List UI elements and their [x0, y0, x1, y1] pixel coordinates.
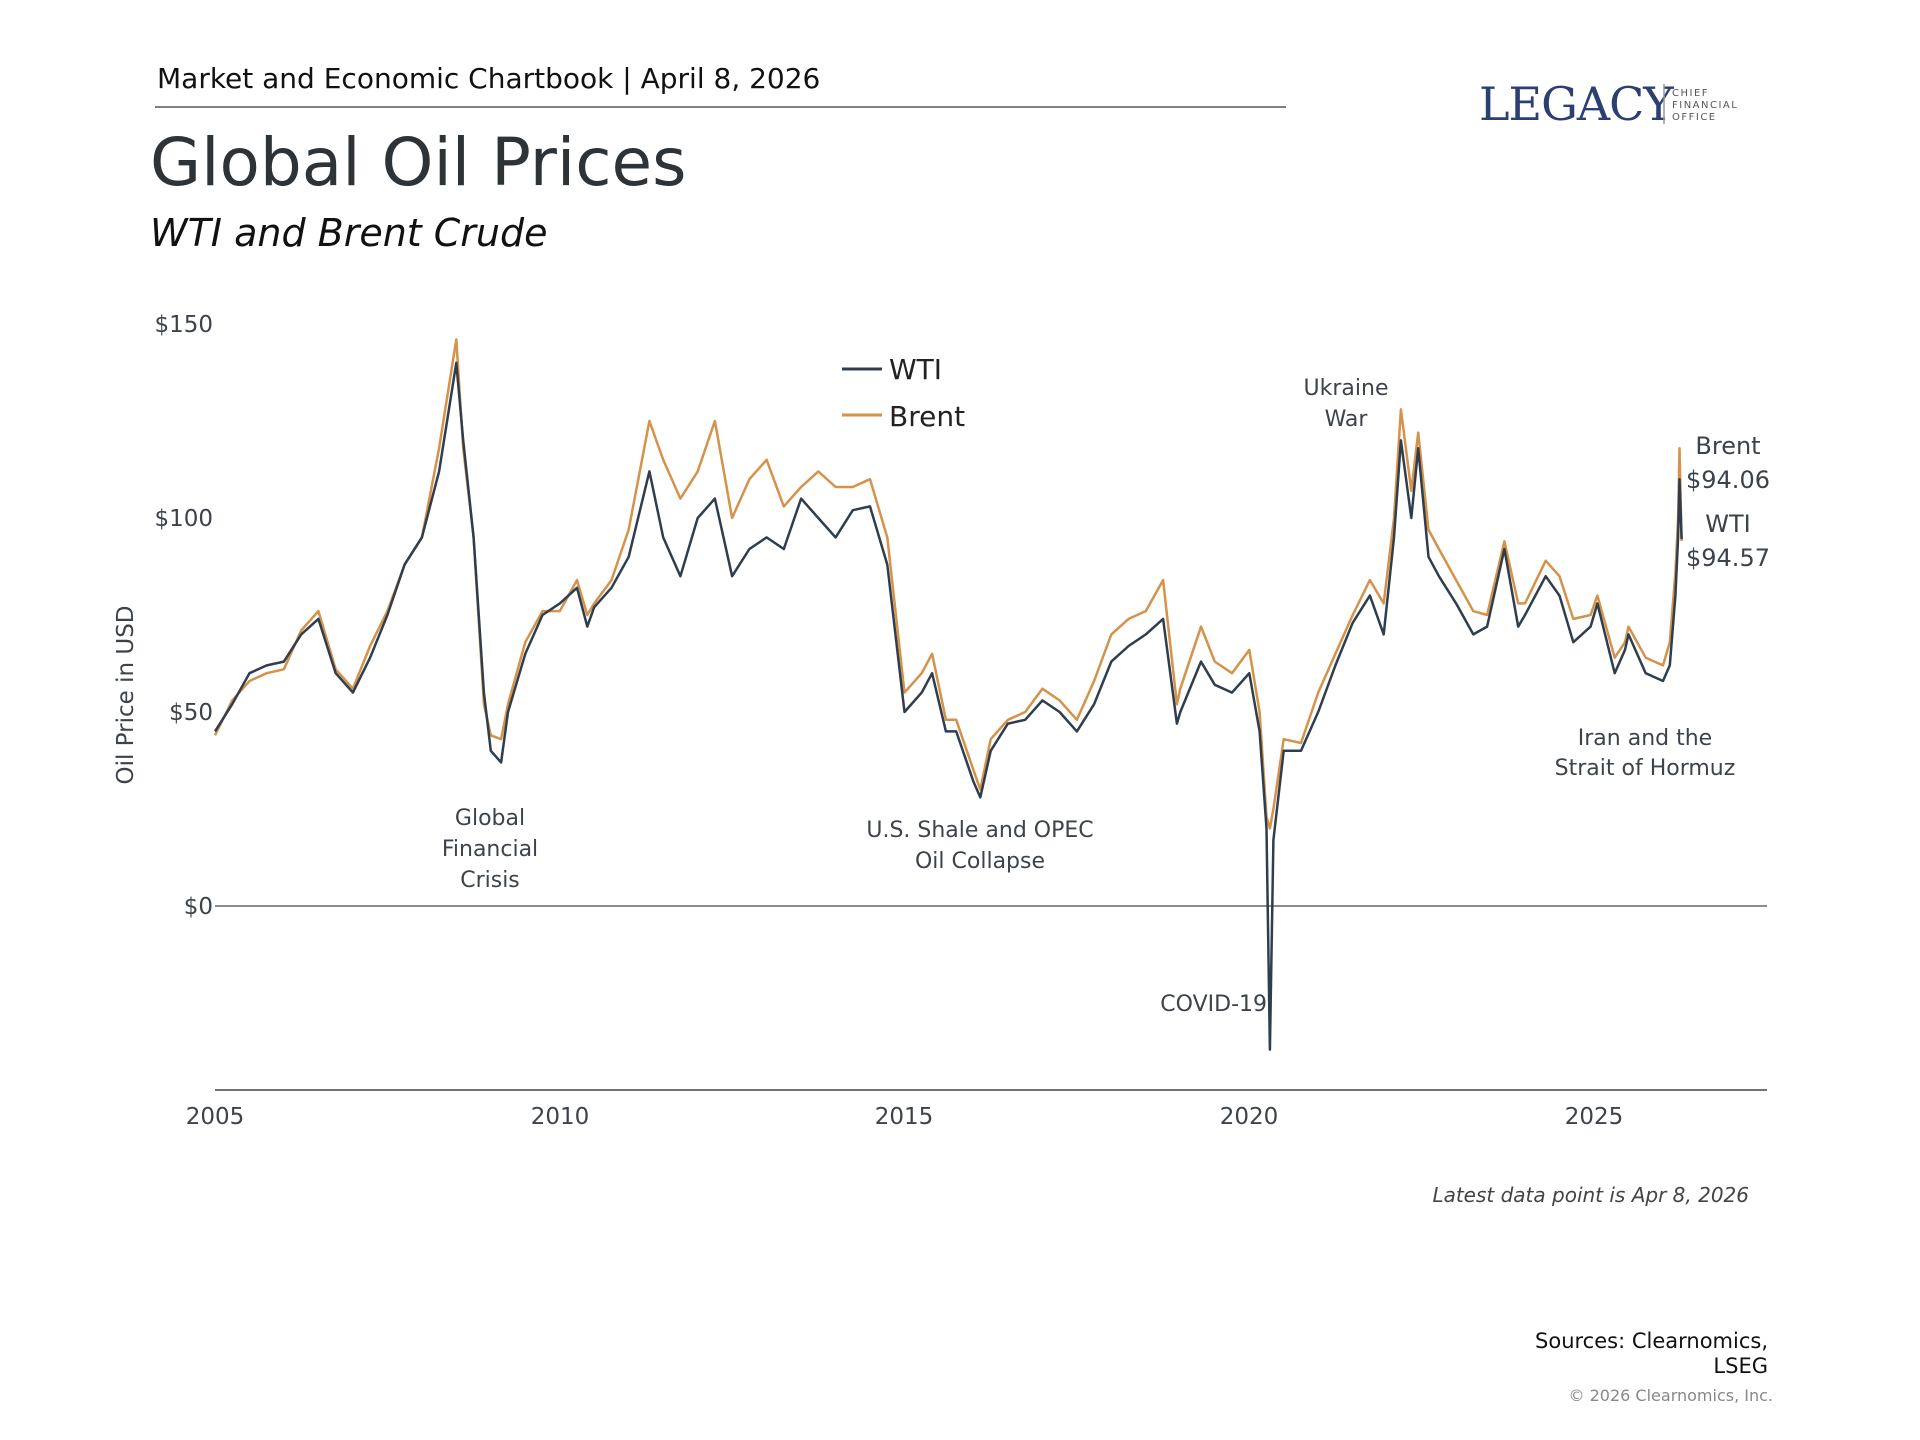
- svg-text:Oil Collapse: Oil Collapse: [915, 849, 1045, 874]
- end-label-brent-name: Brent: [1695, 432, 1760, 460]
- logo-wordmark: LEGACY: [1479, 77, 1674, 131]
- svg-text:FINANCIAL: FINANCIAL: [1672, 100, 1738, 111]
- x-tick-label: 2005: [186, 1104, 245, 1130]
- end-label-wti-value: $94.57: [1686, 544, 1770, 572]
- page-subtitle: WTI and Brent Crude: [150, 211, 548, 255]
- annotation-covid: COVID-19: [1160, 992, 1267, 1017]
- x-tick-label: 2020: [1220, 1104, 1279, 1130]
- x-axis: 2005 2010 2015 2020 2025: [186, 1104, 1624, 1130]
- legend: WTI Brent: [842, 353, 965, 433]
- page-title: Global Oil Prices: [150, 124, 687, 201]
- plot-area: [213, 338, 1683, 1051]
- annotation-gfc: Global Financial Crisis: [442, 806, 538, 893]
- series-line-wti: [213, 361, 1683, 1051]
- annotation-shale: U.S. Shale and OPEC Oil Collapse: [866, 818, 1093, 874]
- sources-line-1: Sources: Clearnomics,: [1535, 1329, 1768, 1353]
- annotation-ukraine: Ukraine War: [1304, 376, 1389, 432]
- svg-text:Financial: Financial: [442, 837, 538, 862]
- end-labels: Brent $94.06 WTI $94.57: [1686, 432, 1770, 572]
- legacy-logo: LEGACY CHIEF FINANCIAL OFFICE: [1479, 77, 1738, 131]
- x-tick-label: 2025: [1565, 1104, 1624, 1130]
- end-label-brent-value: $94.06: [1686, 466, 1770, 494]
- y-tick-label: $150: [154, 312, 213, 338]
- x-tick-label: 2010: [531, 1104, 590, 1130]
- svg-text:U.S. Shale and OPEC: U.S. Shale and OPEC: [866, 818, 1093, 843]
- y-tick-label: $100: [154, 506, 213, 532]
- svg-text:Iran and the: Iran and the: [1578, 726, 1712, 751]
- chartbook-header: Market and Economic Chartbook | April 8,…: [157, 62, 820, 95]
- end-label-wti-name: WTI: [1705, 510, 1750, 538]
- svg-text:CHIEF: CHIEF: [1672, 88, 1709, 99]
- svg-text:War: War: [1325, 407, 1369, 432]
- svg-text:Strait of Hormuz: Strait of Hormuz: [1555, 756, 1736, 781]
- annotation-iran: Iran and the Strait of Hormuz: [1555, 726, 1736, 781]
- svg-text:Ukraine: Ukraine: [1304, 376, 1389, 401]
- svg-text:Crisis: Crisis: [460, 868, 520, 893]
- copyright: © 2026 Clearnomics, Inc.: [1569, 1386, 1773, 1405]
- svg-text:OFFICE: OFFICE: [1672, 112, 1717, 123]
- legend-label-wti: WTI: [889, 353, 942, 386]
- x-tick-label: 2015: [875, 1104, 934, 1130]
- y-axis-label: Oil Price in USD: [113, 605, 139, 784]
- y-tick-label: $0: [184, 894, 213, 920]
- latest-data-note: Latest data point is Apr 8, 2026: [1432, 1183, 1749, 1207]
- y-axis: $150 $100 $50 $0 Oil Price in USD: [113, 312, 213, 920]
- legend-label-brent: Brent: [889, 400, 965, 433]
- y-tick-label: $50: [169, 700, 213, 726]
- svg-text:Global: Global: [455, 806, 525, 831]
- sources-line-2: LSEG: [1713, 1354, 1768, 1378]
